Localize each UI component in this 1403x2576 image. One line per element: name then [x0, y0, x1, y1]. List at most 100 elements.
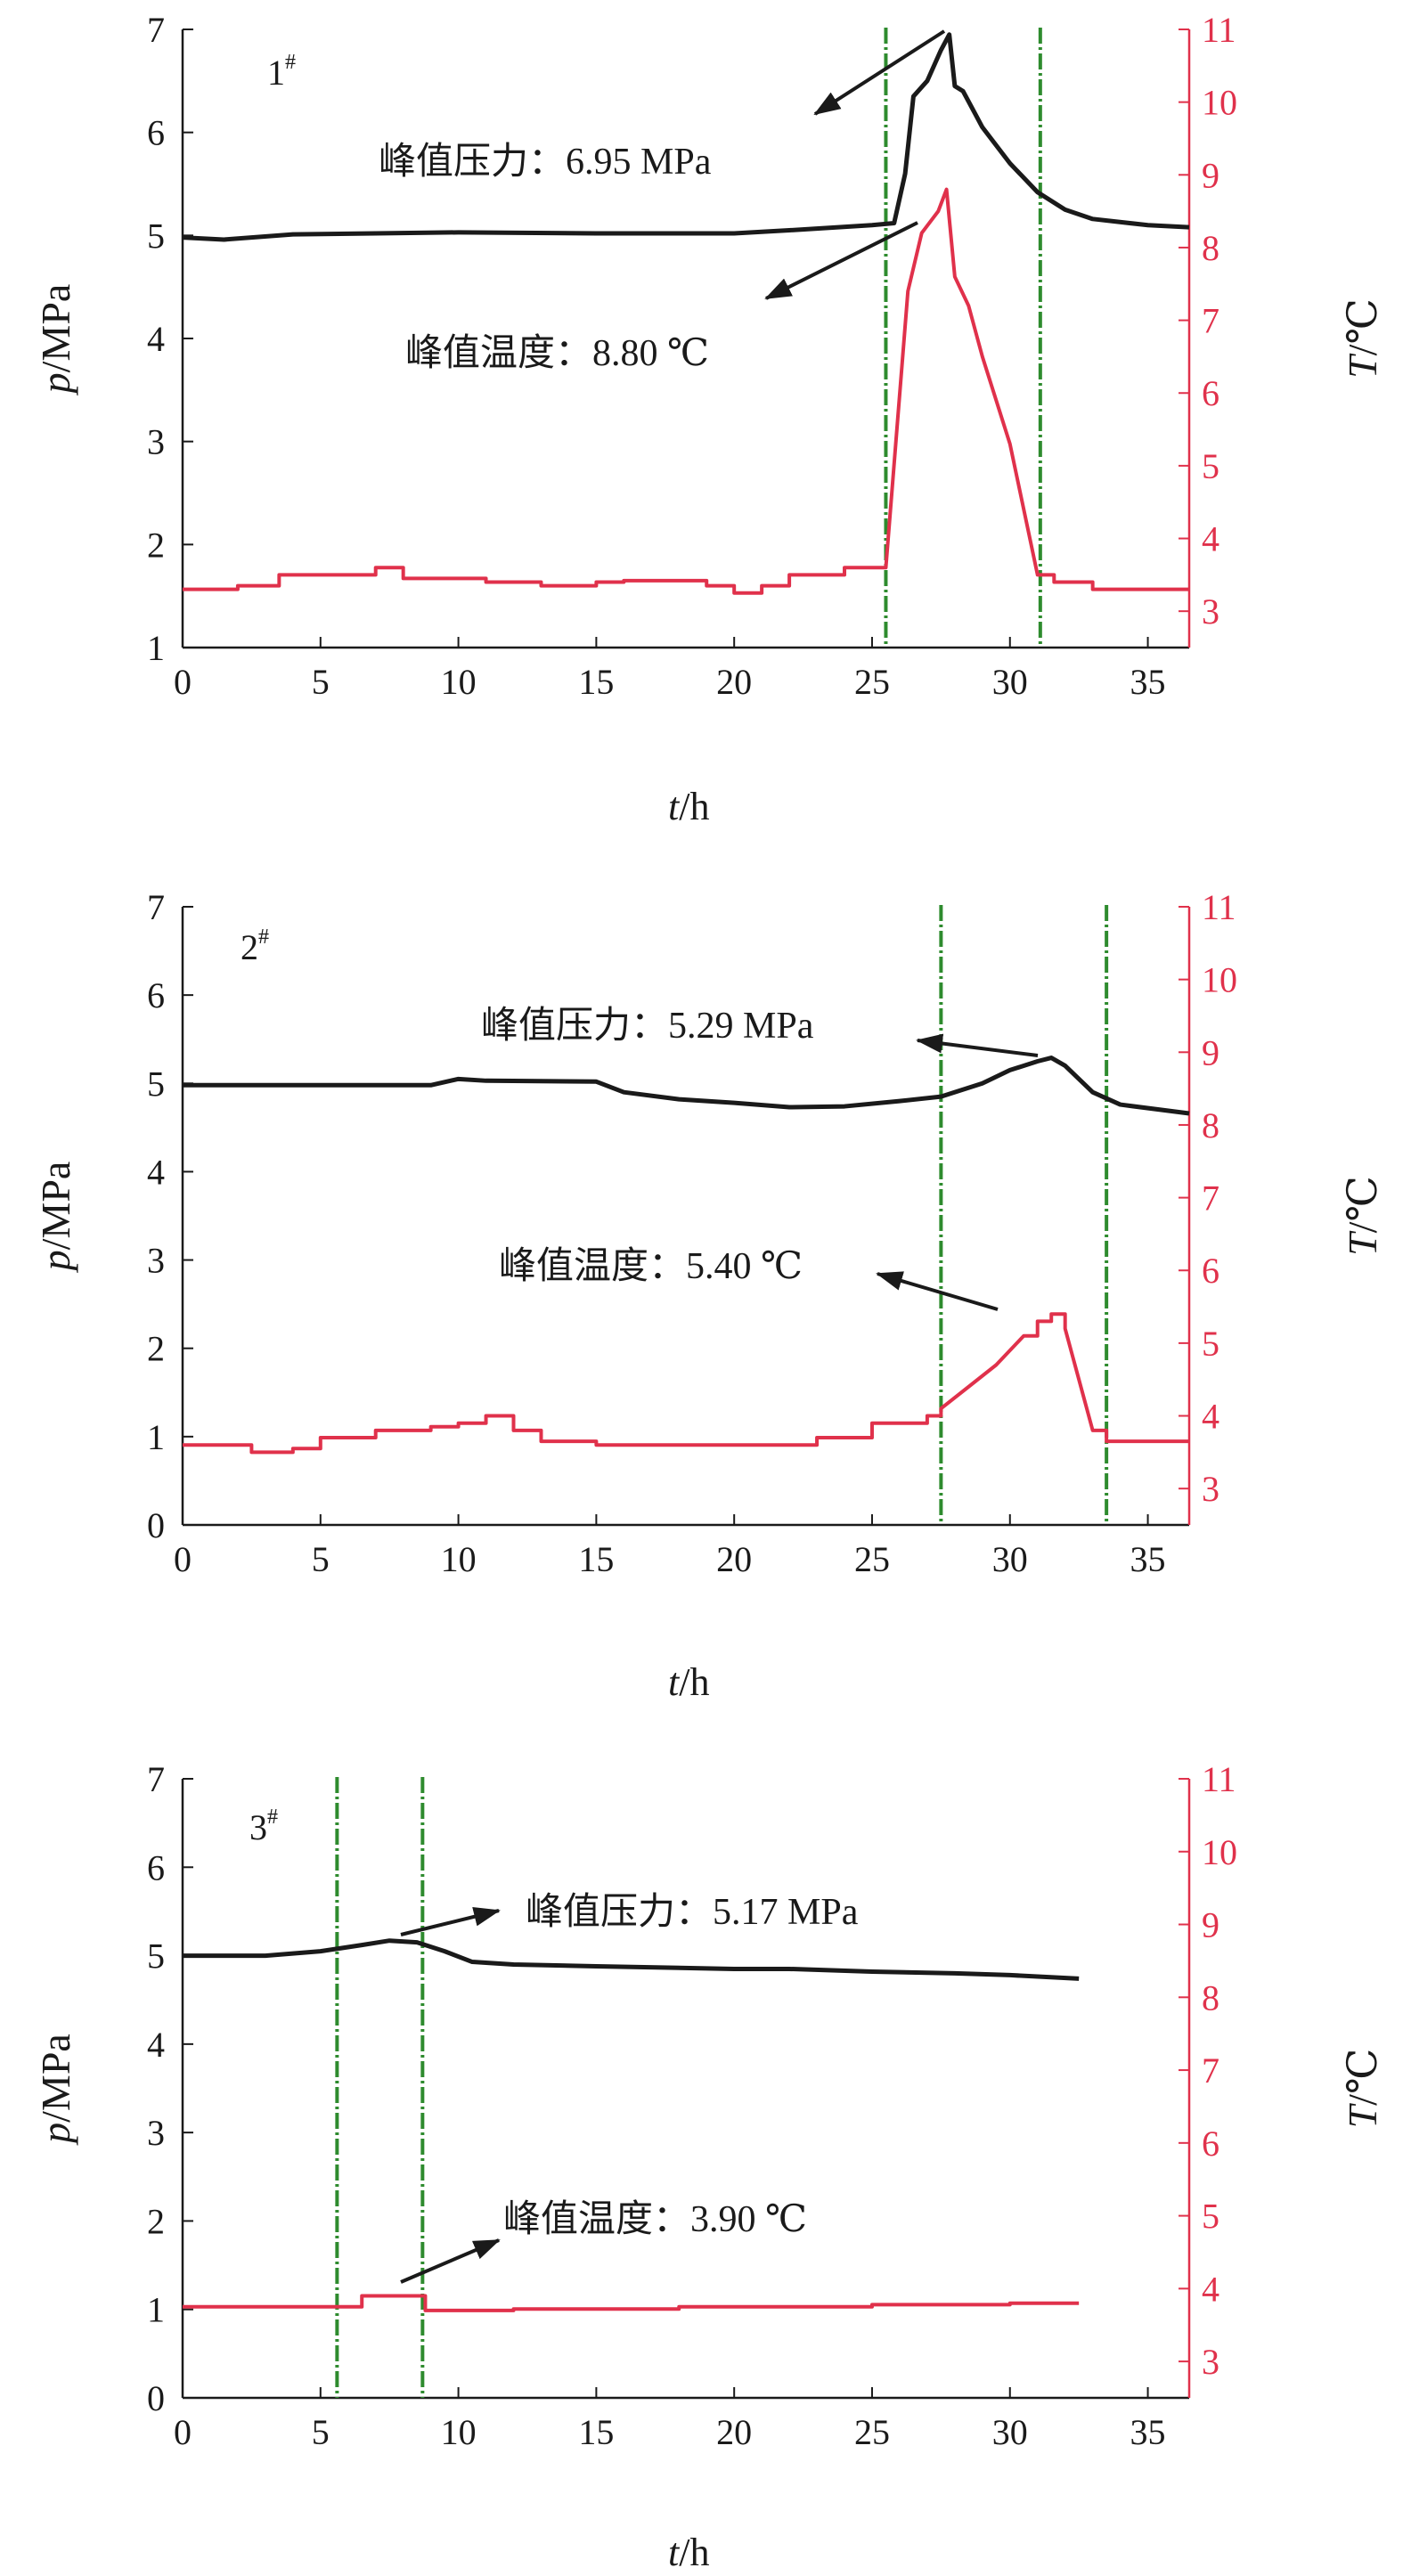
right-y-tick-label: 4 [1202, 519, 1219, 559]
left-y-tick-label: 6 [147, 975, 165, 1015]
annotation-label: 峰值温度：5.40 ℃ [499, 1246, 803, 1287]
x-axis-label: t/h [668, 1660, 709, 1704]
left-y-axis-label: p/MPa [33, 1162, 78, 1274]
right-y-tick-label: 6 [1202, 373, 1219, 413]
left-y-tick-label: 4 [147, 2025, 165, 2065]
right-y-tick-label: 9 [1202, 1905, 1219, 1945]
x-tick-label: 0 [174, 662, 192, 702]
x-axis-label-var: t [668, 785, 681, 828]
right-y-axis-label-var: T [1340, 353, 1385, 379]
left-y-tick-label: 2 [147, 1329, 165, 1369]
right-y-axis-label: T/℃ [1340, 1176, 1385, 1256]
chart-panel-2: 0 5 10 15 20 25 30 35 0 1 2 3 4 5 6 7 3 4 5 6 7 8 9 10 11 峰值压力：5.… [33, 887, 1385, 1704]
annotation-label: 峰值压力：5.17 MPa [526, 1892, 859, 1933]
x-tick-label: 20 [716, 1539, 752, 1579]
x-tick-label: 0 [174, 2412, 192, 2452]
annotation-label: 峰值温度：3.90 ℃ [503, 2199, 807, 2240]
x-tick-label: 25 [854, 1539, 890, 1579]
left-y-tick-label: 4 [147, 1152, 165, 1192]
right-y-axis-label-var: T [1340, 1230, 1385, 1256]
x-tick-label: 15 [578, 1539, 614, 1579]
x-tick-label: 5 [312, 2412, 330, 2452]
right-y-axis-label-unit: /℃ [1340, 1176, 1385, 1233]
x-axis-label-unit: /h [679, 2531, 709, 2574]
right-y-axis-label-var: T [1340, 2102, 1385, 2128]
left-y-axis-label-unit: /MPa [33, 1162, 78, 1251]
x-tick-label: 30 [992, 662, 1028, 702]
annotation-arrow [916, 1033, 1039, 1057]
right-y-tick-label: 10 [1202, 1832, 1237, 1872]
left-y-tick-label: 3 [147, 2113, 165, 2153]
annotation-label: 峰值压力：5.29 MPa [481, 1006, 814, 1047]
x-tick-label: 5 [312, 662, 330, 702]
left-y-axis-label-unit: /MPa [33, 2034, 78, 2123]
annotation-arrow [876, 1271, 999, 1311]
left-y-tick-label: 1 [147, 1417, 165, 1457]
left-y-tick-label: 7 [147, 887, 165, 927]
left-y-tick-label: 7 [147, 1759, 165, 1799]
pressure-series-line [183, 1938, 1080, 1981]
annotation-arrow [813, 29, 946, 116]
x-axis-label: t/h [668, 785, 709, 828]
right-y-tick-label: 8 [1202, 228, 1219, 268]
right-y-tick-label: 11 [1202, 1759, 1236, 1799]
right-y-tick-label: 9 [1202, 1032, 1219, 1072]
right-y-tick-label: 5 [1202, 446, 1219, 486]
left-y-tick-label: 5 [147, 1936, 165, 1977]
x-tick-label: 5 [312, 1539, 330, 1579]
left-y-tick-label: 6 [147, 1847, 165, 1887]
temperature-series-line [183, 1312, 1189, 1455]
left-y-tick-label: 0 [147, 2378, 165, 2418]
right-y-tick-label: 7 [1202, 2050, 1219, 2091]
x-tick-label: 0 [174, 1539, 192, 1579]
chart-panel-1: 0 5 10 15 20 25 30 35 1 2 3 4 5 6 7 3 4 5 6 7 8 9 10 11 峰值压力：6.9… [33, 10, 1385, 828]
right-y-tick-label: 8 [1202, 1105, 1219, 1145]
left-y-tick-label: 3 [147, 1241, 165, 1281]
right-y-tick-label: 3 [1202, 1469, 1219, 1509]
annotation-label: 峰值压力：6.95 MPa [379, 142, 712, 183]
x-axis-label-unit: /h [679, 785, 709, 828]
x-tick-label: 10 [441, 1539, 477, 1579]
left-y-tick-label: 5 [147, 216, 165, 256]
panel-label: 1# [267, 51, 296, 93]
x-tick-label: 30 [992, 2412, 1028, 2452]
right-y-tick-label: 10 [1202, 83, 1237, 123]
left-y-tick-label: 1 [147, 2290, 165, 2330]
right-y-tick-label: 11 [1202, 10, 1236, 50]
right-y-tick-label: 10 [1202, 960, 1237, 1000]
x-tick-label: 20 [716, 662, 752, 702]
left-y-tick-label: 5 [147, 1064, 165, 1104]
left-y-tick-label: 2 [147, 2201, 165, 2241]
panel-label: 3# [249, 1806, 278, 1847]
pressure-series-line [183, 1056, 1190, 1116]
left-y-tick-label: 2 [147, 525, 165, 565]
left-y-tick-label: 0 [147, 1505, 165, 1545]
x-axis-label: t/h [668, 2531, 709, 2574]
x-tick-label: 15 [578, 2412, 614, 2452]
right-y-tick-label: 7 [1202, 301, 1219, 341]
x-tick-label: 25 [854, 662, 890, 702]
x-axis-label-var: t [668, 2531, 681, 2574]
right-y-tick-label: 9 [1202, 155, 1219, 195]
left-y-axis-label: p/MPa [33, 2034, 78, 2146]
right-y-tick-label: 7 [1202, 1178, 1219, 1219]
right-y-tick-label: 6 [1202, 2124, 1219, 2164]
panel-label: 2# [241, 925, 269, 967]
x-tick-label: 25 [854, 2412, 890, 2452]
panel-label-sup: # [258, 925, 269, 949]
right-y-tick-label: 5 [1202, 1324, 1219, 1364]
left-y-axis-label-unit: /MPa [33, 284, 78, 373]
right-y-axis-label: T/℃ [1340, 2049, 1385, 2129]
right-y-tick-label: 3 [1202, 591, 1219, 632]
right-y-tick-label: 4 [1202, 1397, 1219, 1437]
right-y-tick-label: 6 [1202, 1251, 1219, 1291]
left-y-tick-label: 6 [147, 113, 165, 153]
right-y-tick-label: 4 [1202, 2269, 1219, 2309]
chart-panel-3: 0 5 10 15 20 25 30 35 0 1 2 3 4 5 6 7 3 4 5 6 7 8 9 10 11 峰值压力：5.… [33, 1759, 1385, 2574]
right-y-tick-label: 5 [1202, 2197, 1219, 2237]
right-y-tick-label: 8 [1202, 1977, 1219, 2018]
left-y-axis-label-var: p [33, 372, 78, 395]
right-y-axis-label-unit: /℃ [1340, 298, 1385, 355]
annotation-arrow [400, 2238, 501, 2284]
